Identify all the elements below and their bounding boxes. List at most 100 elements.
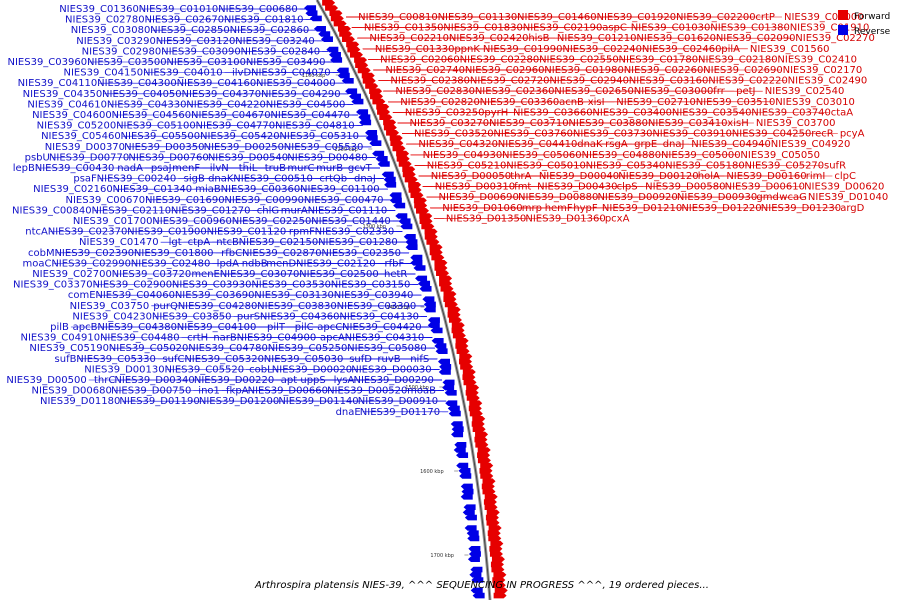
reverse-gene-arrow <box>461 488 474 495</box>
forward-gene-label: NIES39_D00120 <box>618 171 698 182</box>
reverse-gene-arrow <box>345 88 358 94</box>
reverse-gene-label: NIES39_C03100 <box>166 57 246 68</box>
reverse-gene-label: nadA <box>117 163 143 174</box>
reverse-gene-label: NIES39_C02250 <box>232 216 312 227</box>
reverse-gene-label: NIES39_C01900 <box>127 227 207 238</box>
forward-gene-label: NIES39_C03660 <box>513 107 593 118</box>
reverse-gene-arrow <box>472 592 485 599</box>
reverse-gene-arrow <box>427 322 440 328</box>
forward-gene-label: NIES39_C02720 <box>470 76 550 87</box>
reverse-gene-label: NIES39_C00840 <box>12 205 92 216</box>
reverse-gene-label: NIES39_C05420 <box>200 131 280 142</box>
reverse-gene-arrow <box>422 296 435 302</box>
reverse-gene-label: NIES39_C04370 <box>181 89 261 100</box>
forward-gene-label: NIES39_D00690 <box>439 192 519 203</box>
forward-gene-label: NIES39_C02260 <box>624 65 704 76</box>
reverse-gene-label: NIES39_C02160 <box>33 184 113 195</box>
forward-gene-label: NIES39_C03360 <box>480 97 560 108</box>
forward-gene-label: NIES39_C03410 <box>648 118 728 129</box>
reverse-gene-arrow <box>437 358 450 365</box>
forward-gene-label: ctaA <box>831 107 854 118</box>
forward-gene-arrow <box>484 504 498 510</box>
forward-gene-arrow <box>414 202 428 209</box>
forward-gene-arrow <box>419 218 433 224</box>
forward-gene-label: NIES39_C02200 <box>676 12 756 23</box>
reverse-gene-label: NIES39_D01180 <box>40 396 120 407</box>
reverse-gene-label: NIES39_C05030 <box>264 354 344 365</box>
reverse-gene-label: NIES39_C03750 <box>70 301 150 312</box>
reverse-gene-label: NIES39_C00510 <box>233 174 313 185</box>
reverse-gene-label: NIES39_C04230 <box>72 311 152 322</box>
legend-reverse-swatch <box>838 25 848 35</box>
reverse-gene-arrow <box>309 15 322 22</box>
forward-gene-label: NIES39_D00610 <box>725 182 805 193</box>
reverse-gene-arrow <box>305 10 318 16</box>
forward-gene-arrow <box>341 36 355 42</box>
reverse-gene-arrow <box>454 442 467 448</box>
forward-gene-arrow <box>362 78 376 84</box>
reverse-gene-arrow <box>365 135 378 141</box>
reverse-gene-arrow <box>326 46 339 53</box>
reverse-gene-label: NIES39_C02120 <box>296 258 376 269</box>
forward-gene-label: NIES39_C05340 <box>586 160 666 171</box>
reverse-gene-label: NIES39_C00430 <box>35 163 115 174</box>
reverse-gene-label: NIES39_C03930 <box>172 280 252 291</box>
reverse-gene-label: NIES39_C05100 <box>116 121 196 132</box>
reverse-gene-label: NIES39_D00020 <box>272 364 352 375</box>
reverse-gene-label: ctpA <box>188 237 211 248</box>
reverse-gene-label: NIES39_C03960 <box>7 57 87 68</box>
forward-gene-arrow <box>472 426 486 432</box>
reverse-gene-arrow <box>458 468 471 474</box>
forward-gene-label: NIES39_C03880 <box>568 118 648 129</box>
forward-gene-arrow <box>444 301 458 308</box>
forward-gene-label: NIES39_C05060 <box>502 150 582 161</box>
reverse-gene-label: NIES39_D01170 <box>360 407 440 418</box>
forward-gene-arrow <box>333 20 347 27</box>
reverse-gene-label: ntcB <box>216 237 239 248</box>
reverse-gene-label: NIES39_C01100 <box>300 184 380 195</box>
forward-gene-arrow <box>396 150 410 157</box>
legend: Forward Reverse <box>838 10 891 37</box>
reverse-gene-label: apcC <box>317 322 342 333</box>
forward-gene-arrow <box>488 525 502 531</box>
reverse-gene-label: NIES39_D00520 <box>327 386 407 397</box>
forward-gene-arrow <box>402 171 416 178</box>
reverse-gene-label: NIES39_C02980 <box>82 46 162 57</box>
forward-gene-label: pcyA <box>840 129 865 140</box>
forward-gene-label: NIES39_C02490 <box>788 76 868 87</box>
forward-gene-label: NIES39_C03700 <box>756 118 836 129</box>
forward-gene-label: NIES39_C01980 <box>544 65 624 76</box>
forward-gene-arrow <box>447 312 461 318</box>
forward-gene-label: NIES39_C01910 <box>790 23 870 34</box>
legend-forward-label: Forward <box>854 12 890 22</box>
forward-gene-arrow <box>491 566 505 573</box>
forward-gene-arrow <box>463 379 477 386</box>
forward-gene-label: NIES39_C02420 <box>449 33 529 44</box>
forward-gene-label: NIES39_C01000 <box>784 12 864 23</box>
reverse-gene-label: NIES39_C04130 <box>339 311 419 322</box>
reverse-gene-label: lgt <box>169 237 182 248</box>
forward-gene-arrow <box>489 551 503 557</box>
forward-gene-arrow <box>459 353 473 360</box>
forward-gene-label: pcxA <box>605 213 630 224</box>
forward-gene-label: NIES39_C05210 <box>427 160 507 171</box>
reverse-gene-label: truB <box>265 163 286 174</box>
reverse-gene-label: apcB <box>73 322 98 333</box>
forward-gene-arrow <box>493 572 507 578</box>
reverse-gene-label: menE <box>191 269 220 280</box>
reverse-gene-arrow <box>430 327 443 334</box>
forward-gene-arrow <box>482 478 496 484</box>
reverse-gene-arrow <box>431 338 444 344</box>
ruler-tick-label: 1100 kbp <box>302 73 326 79</box>
forward-gene-arrow <box>419 213 433 219</box>
reverse-gene-label: NIES39_C01280 <box>318 237 398 248</box>
reverse-gene-label: NIES39_C04500 <box>266 99 346 110</box>
reverse-gene-label: NIES39_C01800 <box>134 248 214 259</box>
forward-gene-arrow <box>370 93 384 100</box>
forward-gene-label: NIES39_C01830 <box>443 23 523 34</box>
forward-gene-arrow <box>329 10 343 16</box>
ruler-tick-label: 1400 kbp <box>387 305 411 311</box>
reverse-gene-label: NIES39_C03850 <box>152 311 232 322</box>
forward-gene-arrow <box>429 244 443 250</box>
